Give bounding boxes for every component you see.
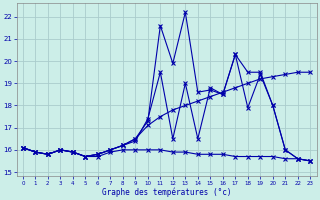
X-axis label: Graphe des températures (°c): Graphe des températures (°c) (102, 187, 231, 197)
